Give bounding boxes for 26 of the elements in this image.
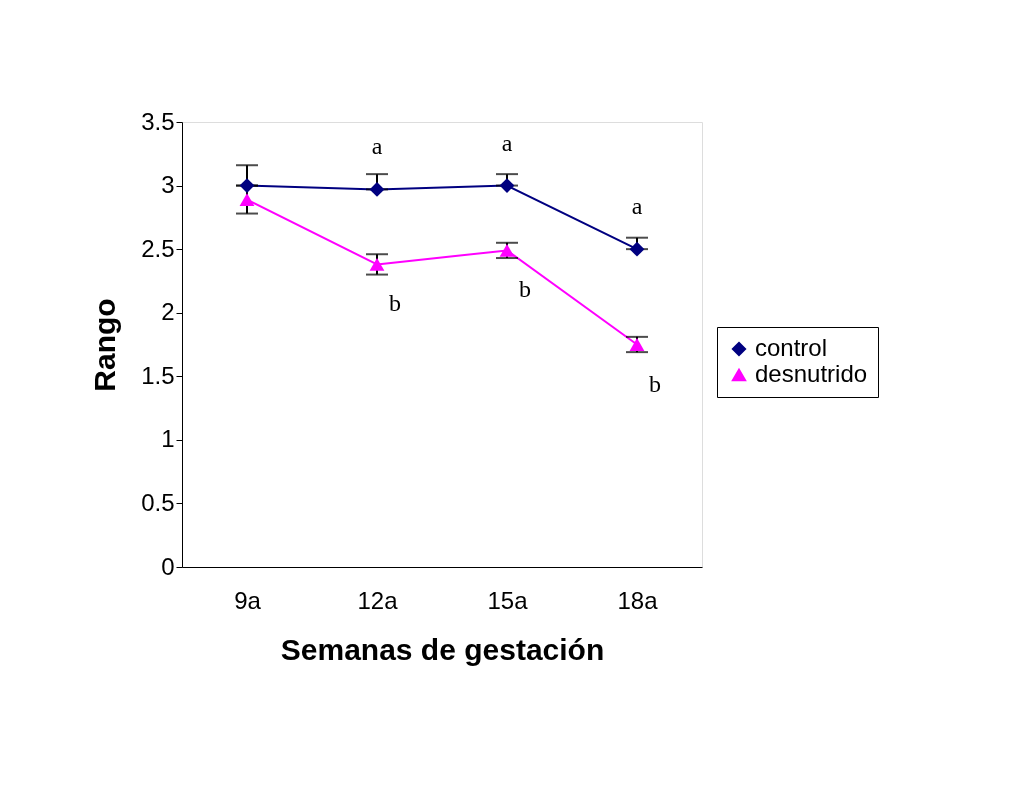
annotation: a <box>631 193 643 220</box>
annotation: b <box>389 290 401 317</box>
legend-label: desnutrido <box>755 360 868 387</box>
y-tick-label: 0 <box>161 552 175 580</box>
y-tick-label: 3 <box>161 171 175 199</box>
legend-label: control <box>755 334 828 361</box>
x-tick-label: 12a <box>357 586 399 614</box>
point <box>369 181 385 197</box>
point <box>239 193 255 206</box>
x-tick-label: 18a <box>617 586 659 614</box>
y-tick-label: 2 <box>161 298 175 326</box>
annotation: b <box>649 370 661 397</box>
y-axis-title: Rango <box>88 298 122 392</box>
y-tick-label: 3.5 <box>141 107 175 135</box>
annotation: a <box>501 129 513 156</box>
y-tick-label: 0.5 <box>141 488 175 516</box>
point <box>629 241 645 257</box>
y-tick-label: 2.5 <box>141 234 175 262</box>
x-axis-title: Semanas de gestación <box>280 632 605 666</box>
y-tick-label: 1 <box>161 425 175 453</box>
annotation: b <box>519 276 531 303</box>
x-tick-label: 9a <box>234 586 262 614</box>
annotation: a <box>371 133 383 160</box>
y-tick-label: 1.5 <box>141 361 175 389</box>
point <box>369 257 385 271</box>
x-tick-label: 15a <box>487 586 529 614</box>
